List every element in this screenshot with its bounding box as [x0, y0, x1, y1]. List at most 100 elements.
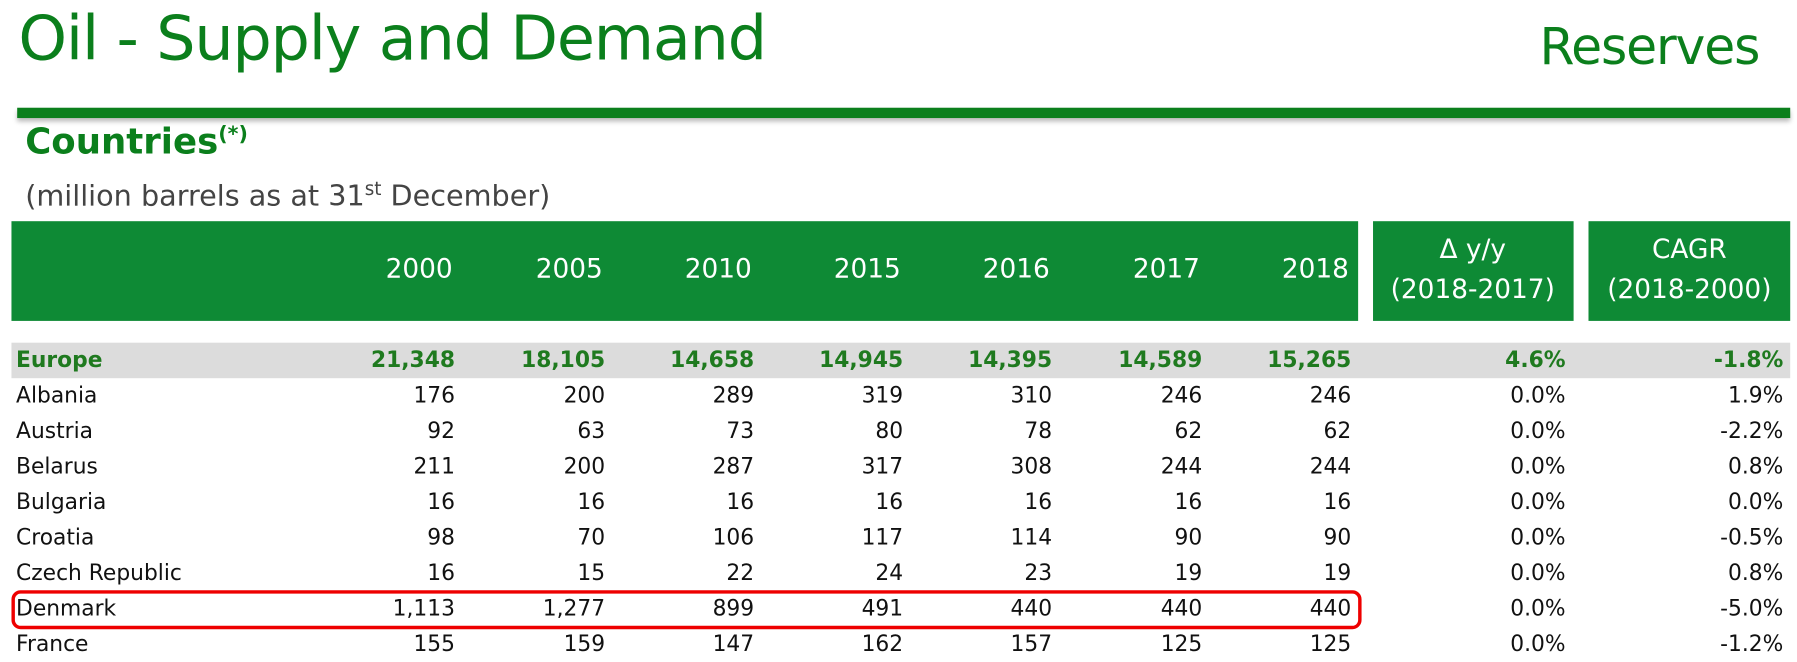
cell-value: 125 — [1309, 631, 1352, 657]
cell-value: 310 — [1010, 382, 1053, 409]
cell-value: 14,395 — [968, 347, 1053, 373]
row-label: Albania — [16, 382, 98, 409]
row-label: Austria — [16, 418, 93, 444]
cell-value: 440 — [1160, 595, 1203, 622]
cell-value: -2.2% — [1720, 418, 1784, 444]
cell-value: 62 — [1323, 418, 1352, 444]
cell-value: 15,265 — [1267, 347, 1352, 373]
cell-value: 16 — [577, 489, 606, 515]
cell-value: 211 — [413, 453, 456, 480]
column-header: 2015 — [833, 254, 901, 285]
cell-value: 157 — [1010, 631, 1053, 657]
row-label: Croatia — [16, 524, 95, 551]
row-label: Bulgaria — [16, 489, 107, 515]
cell-value: 0.0% — [1510, 631, 1566, 657]
column-header: (2018-2000) — [1607, 275, 1772, 305]
cell-value: 317 — [861, 453, 904, 480]
cell-value: 90 — [1323, 524, 1352, 551]
cell-value: 0.0% — [1510, 418, 1566, 444]
cell-value: 98 — [427, 524, 456, 551]
cell-value: 16 — [427, 560, 456, 586]
cell-value: 62 — [1174, 418, 1203, 444]
header-band — [11, 221, 1359, 321]
cell-value: 440 — [1010, 595, 1053, 622]
cell-value: -0.5% — [1720, 524, 1784, 551]
cell-value: 70 — [577, 524, 606, 551]
cell-value: 200 — [563, 453, 606, 480]
title-note: (*) — [218, 122, 248, 147]
cell-value: 319 — [861, 382, 904, 409]
cell-value: 125 — [1160, 631, 1203, 657]
cell-value: 176 — [413, 382, 456, 409]
unit-text: (million barrels as at 31 — [25, 179, 365, 213]
cell-value: 16 — [1323, 489, 1352, 515]
cell-value: 117 — [861, 524, 904, 551]
cell-value: 244 — [1309, 453, 1352, 480]
cell-value: 899 — [712, 595, 755, 622]
highlight-box — [11, 590, 1362, 630]
divider — [17, 107, 1791, 119]
column-header: 2017 — [1132, 254, 1200, 285]
cell-value: 4.6% — [1505, 347, 1566, 373]
cell-value: 0.0% — [1510, 382, 1566, 409]
cell-value: 16 — [875, 489, 904, 515]
cell-value: 0.8% — [1727, 560, 1784, 586]
cell-value: 63 — [577, 418, 606, 444]
cell-value: 114 — [1010, 524, 1053, 551]
cell-value: -1.8% — [1713, 347, 1784, 373]
table-title-text: Countries — [25, 121, 219, 163]
column-header: 2010 — [684, 254, 752, 285]
cell-value: 0.0% — [1510, 453, 1566, 480]
cell-value: 0.0% — [1727, 489, 1784, 515]
row-label: Europe — [16, 347, 103, 373]
cell-value: 147 — [712, 631, 755, 657]
cell-value: 1,277 — [542, 595, 606, 622]
cell-value: 289 — [712, 382, 755, 409]
column-header: 2016 — [982, 254, 1050, 285]
cell-value: 0.8% — [1727, 453, 1784, 480]
cell-value: 23 — [1024, 560, 1053, 586]
cell-value: 92 — [427, 418, 456, 444]
row-label: Belarus — [16, 453, 98, 480]
cell-value: 246 — [1309, 382, 1352, 409]
cell-value: 200 — [563, 382, 606, 409]
column-header: Δ y/y — [1439, 234, 1506, 265]
cell-value: 16 — [726, 489, 755, 515]
cell-value: 22 — [726, 560, 755, 586]
cell-value: 1.9% — [1727, 382, 1784, 409]
cell-value: 106 — [712, 524, 755, 551]
cell-value: 0.0% — [1510, 560, 1566, 586]
cell-value: 14,589 — [1118, 347, 1203, 373]
row-label: Czech Republic — [16, 560, 182, 586]
cell-value: 21,348 — [370, 347, 456, 373]
cell-value: 90 — [1174, 524, 1203, 551]
cell-value: 244 — [1160, 453, 1203, 480]
cell-value: 16 — [427, 489, 456, 515]
unit-text: December) — [381, 179, 551, 213]
header-band — [1588, 221, 1791, 321]
unit-note: (million barrels as at 31st December) — [25, 178, 550, 213]
cell-value: -5.0% — [1720, 595, 1784, 622]
cell-value: -1.2% — [1720, 631, 1784, 657]
row-label: Denmark — [16, 595, 117, 622]
cell-value: 19 — [1174, 560, 1203, 586]
cell-value: 19 — [1323, 560, 1352, 586]
column-header: (2018-2017) — [1390, 275, 1555, 305]
column-header: CAGR — [1651, 234, 1727, 265]
cell-value: 24 — [875, 560, 904, 586]
page-title: Oil - Supply and Demand — [18, 2, 767, 75]
row-label: France — [16, 631, 89, 657]
cell-value: 16 — [1024, 489, 1053, 515]
cell-value: 246 — [1160, 382, 1203, 409]
cell-value: 159 — [563, 631, 606, 657]
unit-sup: st — [364, 177, 382, 200]
header-band — [1373, 221, 1574, 321]
cell-value: 0.0% — [1510, 489, 1566, 515]
cell-value: 440 — [1309, 595, 1352, 622]
column-header: 2005 — [535, 254, 603, 285]
cell-value: 80 — [875, 418, 904, 444]
cell-value: 308 — [1010, 453, 1053, 480]
cell-value: 14,658 — [670, 347, 755, 373]
section-title: Reserves — [1539, 18, 1760, 77]
